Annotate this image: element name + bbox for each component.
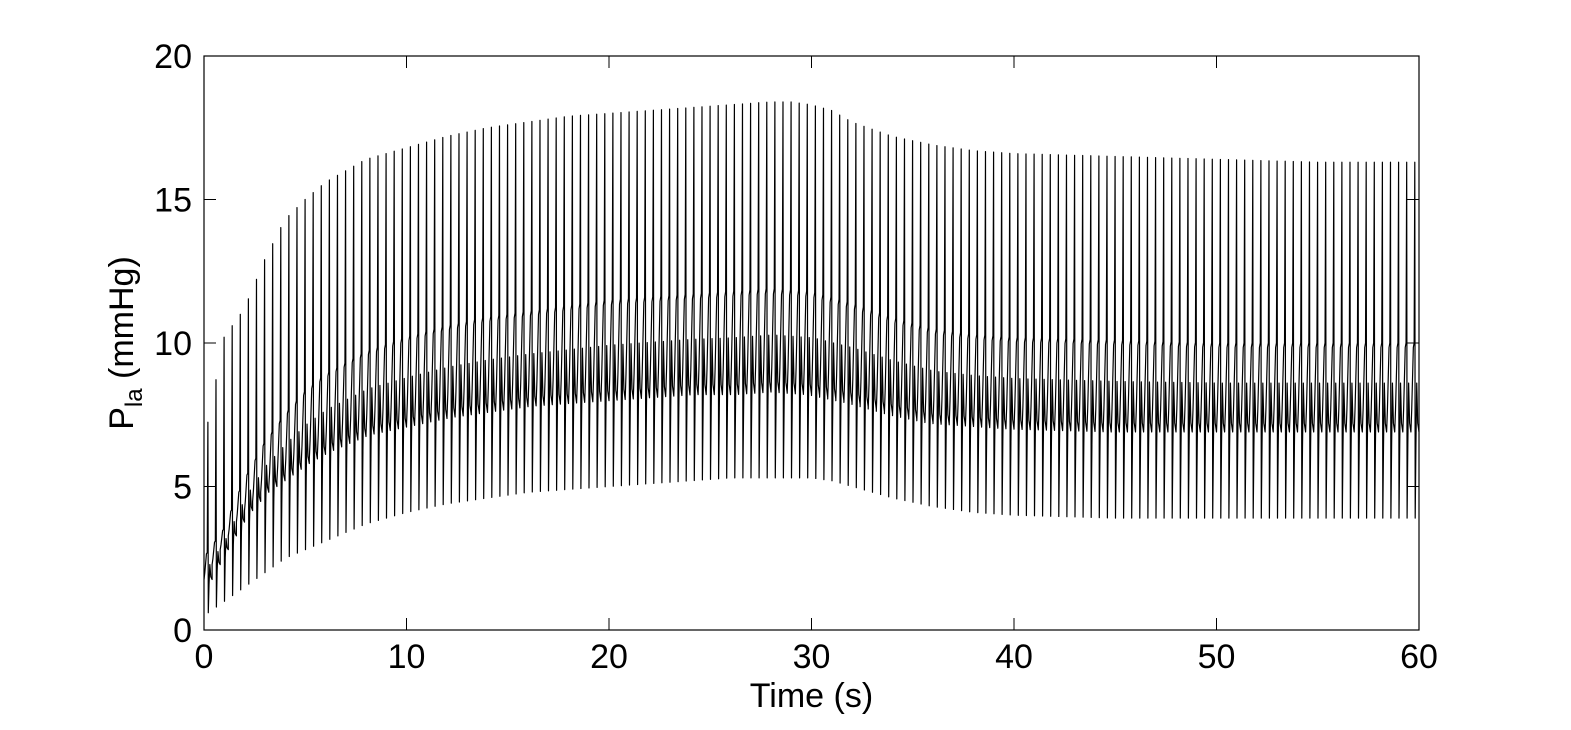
x-tick-label: 40 <box>995 638 1033 676</box>
y-tick-label: 10 <box>154 325 192 363</box>
x-tick-label: 10 <box>388 638 426 676</box>
x-tick-label: 20 <box>590 638 628 676</box>
y-tick-label: 15 <box>154 182 192 220</box>
y-tick-labels: 0 5 10 15 20 <box>154 38 192 650</box>
x-tick-label: 60 <box>1400 638 1438 676</box>
y-axis-title-unit: (mmHg) <box>103 256 141 388</box>
x-tick-label: 50 <box>1198 638 1236 676</box>
plot-background <box>204 56 1419 630</box>
y-axis-title: Pla (mmHg) <box>103 256 148 430</box>
plot-frame <box>203 55 1420 631</box>
x-axis-title: Time (s) <box>750 677 873 715</box>
y-axis-title-main: P <box>103 407 141 430</box>
x-tick-label: 30 <box>793 638 831 676</box>
y-axis-title-subscript: la <box>121 388 148 407</box>
y-tick-label: 5 <box>173 469 192 507</box>
y-tick-label: 0 <box>173 612 192 650</box>
x-tick-label: 0 <box>195 638 214 676</box>
series-layer <box>203 101 1420 614</box>
x-tick-labels: 0 10 20 30 40 50 60 <box>195 638 1438 676</box>
y-tick-label: 20 <box>154 38 192 76</box>
pressure-series-line <box>203 101 1420 614</box>
